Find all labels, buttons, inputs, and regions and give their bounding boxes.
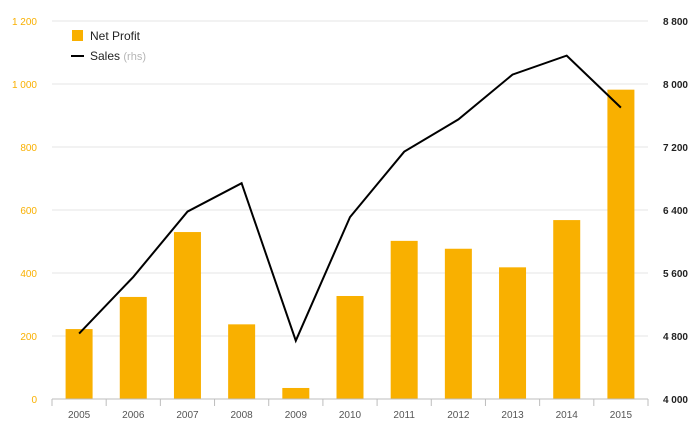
bar-2013 xyxy=(499,267,527,399)
sales-line-group xyxy=(78,54,622,344)
legend-sales-label: Sales (rhs) xyxy=(90,49,146,63)
bar-2012 xyxy=(444,248,472,399)
y-axis-left: 0 200 400 600 800 1 000 1 200 xyxy=(12,17,37,406)
y-left-tick-label-4: 800 xyxy=(20,143,37,154)
bar-2009 xyxy=(282,387,310,399)
bar-2007 xyxy=(173,232,201,399)
y-right-tick-label-4: 7 200 xyxy=(663,143,688,154)
y-right-tick-label-5: 8 000 xyxy=(663,80,688,91)
y-left-tick-label-0: 0 xyxy=(31,395,37,406)
x-tick-label-2015: 2015 xyxy=(610,410,633,421)
bar-2005 xyxy=(65,329,93,399)
y-left-tick-label-5: 1 000 xyxy=(12,80,37,91)
legend: Net Profit Sales (rhs) xyxy=(71,29,146,63)
y-right-tick-label-0: 4 000 xyxy=(663,395,688,406)
y-left-tick-label-3: 600 xyxy=(20,206,37,217)
legend-sales-suffix: (rhs) xyxy=(123,51,146,63)
bars xyxy=(65,89,635,400)
sales-line xyxy=(78,54,622,344)
bar-2010 xyxy=(336,295,364,399)
x-tick-label-2007: 2007 xyxy=(176,410,199,421)
y-left-tick-label-2: 400 xyxy=(20,269,37,280)
bar-2014 xyxy=(553,220,581,399)
bar-2008 xyxy=(228,324,256,399)
x-tick-label-2014: 2014 xyxy=(556,410,579,421)
y-left-tick-label-1: 200 xyxy=(20,332,37,343)
bar-2015 xyxy=(607,89,635,400)
x-tick-label-2012: 2012 xyxy=(447,410,470,421)
y-axis-right: 4 000 4 800 5 600 6 400 7 200 8 000 8 800 xyxy=(663,17,688,406)
y-right-tick-label-3: 6 400 xyxy=(663,206,688,217)
x-axis: 2005 2006 2007 2008 2009 2010 2011 2012 2013 2014… xyxy=(51,398,649,421)
y-right-tick-label-6: 8 800 xyxy=(663,17,688,28)
y-right-tick-label-2: 5 600 xyxy=(663,269,688,280)
bar-2006 xyxy=(119,296,147,399)
y-left-tick-label-6: 1 200 xyxy=(12,17,37,28)
x-tick-label-2013: 2013 xyxy=(501,410,524,421)
x-tick-label-2008: 2008 xyxy=(231,410,254,421)
x-tick-label-2011: 2011 xyxy=(393,410,415,421)
legend-sales-name: Sales xyxy=(90,49,120,63)
bar-2011 xyxy=(390,240,418,399)
legend-net-profit-label: Net Profit xyxy=(90,29,141,43)
x-tick-label-2005: 2005 xyxy=(68,410,91,421)
x-tick-label-2006: 2006 xyxy=(122,410,145,421)
gridlines xyxy=(52,20,648,400)
y-right-tick-label-1: 4 800 xyxy=(663,332,688,343)
x-tick-label-2010: 2010 xyxy=(339,410,362,421)
x-tick-label-2009: 2009 xyxy=(285,410,308,421)
legend-net-profit-swatch xyxy=(72,30,83,41)
